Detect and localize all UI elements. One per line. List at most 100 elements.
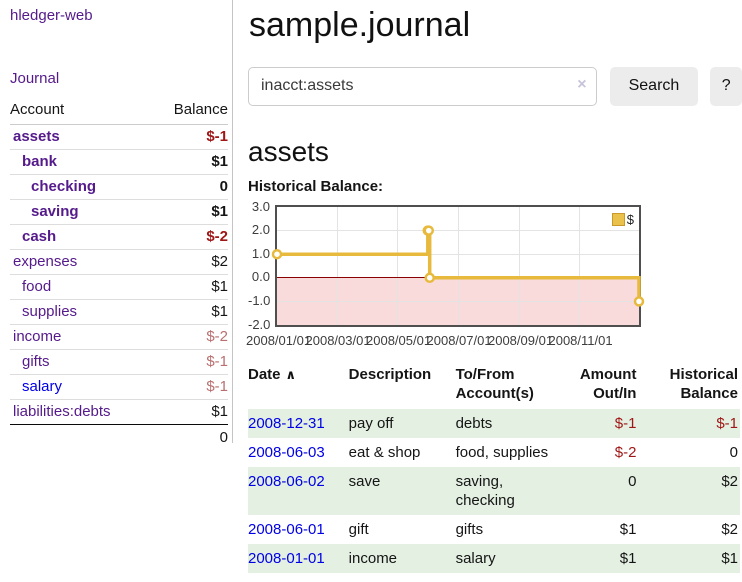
y-axis-tick-label: -1.0 xyxy=(248,293,271,309)
account-link[interactable]: bank xyxy=(22,153,58,170)
account-name-cell: cash xyxy=(10,224,152,250)
horizontal-gridline xyxy=(277,301,639,303)
search-input-wrap: × xyxy=(248,66,597,106)
account-row: gifts $-1 xyxy=(10,349,228,375)
search-input[interactable] xyxy=(248,66,597,106)
transaction-description: save xyxy=(348,466,456,515)
account-name-cell: salary xyxy=(10,374,152,400)
account-name-cell: checking xyxy=(10,174,152,200)
transaction-date-link[interactable]: 2008-06-01 xyxy=(248,520,325,538)
transaction-description: pay off xyxy=(348,408,456,438)
account-balance: $-1 xyxy=(151,349,228,375)
account-balance: $1 xyxy=(151,274,228,300)
account-name-cell: liabilities:debts xyxy=(10,399,152,425)
account-link[interactable]: income xyxy=(13,328,62,345)
account-balance: 0 xyxy=(151,174,228,200)
main-content: sample.journal × Search ? assets Histori… xyxy=(246,0,742,573)
chart-plot-area[interactable]: $ xyxy=(271,204,645,327)
data-point xyxy=(271,248,283,260)
account-name-cell: supplies xyxy=(10,299,152,325)
y-axis-tick-label: 3.0 xyxy=(251,198,270,214)
register-table: Date ∧ Description To/From Account(s) Amo… xyxy=(248,361,740,573)
search-bar: × Search ? xyxy=(248,66,742,106)
date-column-header[interactable]: Date ∧ xyxy=(248,365,297,383)
account-link[interactable]: expenses xyxy=(13,253,78,270)
account-balance: $1 xyxy=(151,199,228,225)
transaction-description: gift xyxy=(348,520,369,538)
account-link[interactable]: liabilities:debts xyxy=(13,403,111,420)
account-balance: $2 xyxy=(151,249,228,275)
accounts-column-header: To/From Account(s) xyxy=(455,365,534,402)
search-button[interactable]: Search xyxy=(609,66,699,106)
transaction-amount: $-1 xyxy=(561,408,645,438)
y-axis-tick-label: 1.0 xyxy=(251,245,270,261)
transaction-balance: $-1 xyxy=(644,408,740,438)
account-balance: $-1 xyxy=(151,374,228,400)
transaction-row: 2008-01-01 income salary $1 $1 xyxy=(248,543,740,573)
transaction-date-link[interactable]: 2008-01-01 xyxy=(248,549,325,567)
vertical-gridline xyxy=(397,206,398,325)
account-link[interactable]: supplies xyxy=(22,303,78,320)
register-header-row: Date ∧ Description To/From Account(s) Amo… xyxy=(248,361,740,409)
account-row: food $1 xyxy=(10,274,228,300)
data-point xyxy=(633,295,645,307)
transaction-date-link[interactable]: 2008-12-31 xyxy=(248,414,325,432)
vertical-gridline xyxy=(336,206,338,325)
data-point xyxy=(423,225,434,236)
account-balance: $-2 xyxy=(151,324,228,350)
account-row: bank $1 xyxy=(10,149,228,175)
description-column-header: Description xyxy=(348,365,432,383)
transaction-accounts: gifts xyxy=(455,520,484,538)
account-link[interactable]: checking xyxy=(31,178,97,195)
transaction-row: 2008-06-03 eat & shop food, supplies $-2 0 xyxy=(248,438,740,467)
transaction-balance: $2 xyxy=(721,520,738,538)
data-point xyxy=(424,272,435,283)
transaction-balance: $2 xyxy=(644,466,740,515)
sidebar: hledger-web Journal Account Balance asse… xyxy=(0,0,233,446)
account-link[interactable]: assets xyxy=(13,128,60,145)
x-axis-tick-label: 2008/07/01 xyxy=(426,332,492,348)
transaction-date-cell: 2008-06-01 xyxy=(248,515,349,544)
account-row: supplies $1 xyxy=(10,299,228,325)
x-axis-tick-label: 2008/09/01 xyxy=(487,332,554,348)
sidebar-item-journal[interactable]: Journal xyxy=(10,70,60,87)
vertical-gridline xyxy=(457,206,459,325)
account-balance: $-2 xyxy=(151,224,228,250)
page-title: sample.journal xyxy=(249,6,471,44)
clear-search-icon[interactable]: × xyxy=(577,75,587,93)
account-link[interactable]: salary xyxy=(22,378,63,395)
account-balance: $1 xyxy=(151,299,228,325)
y-axis-tick-label: -2.0 xyxy=(248,316,271,332)
transaction-description: eat & shop xyxy=(348,443,421,461)
account-balance: $1 xyxy=(151,149,228,175)
transaction-balance: 0 xyxy=(729,443,738,461)
vertical-gridline xyxy=(579,206,581,325)
account-name-cell: expenses xyxy=(10,249,152,275)
account-link[interactable]: cash xyxy=(22,228,57,245)
transaction-accounts: food, supplies xyxy=(455,443,549,461)
transaction-date-link[interactable]: 2008-06-02 xyxy=(248,472,325,490)
horizontal-gridline xyxy=(277,253,639,255)
vertical-gridline xyxy=(518,206,520,325)
chart-legend: $ xyxy=(611,212,634,227)
chart-title: Historical Balance: xyxy=(248,177,384,195)
app-title-link[interactable]: hledger-web xyxy=(10,7,93,24)
account-row: salary $-1 xyxy=(10,374,228,400)
x-axis-tick-label: 2008/05/01 xyxy=(366,332,432,348)
account-link[interactable]: food xyxy=(22,278,52,295)
account-name-cell: food xyxy=(10,274,152,300)
sort-ascending-icon: ∧ xyxy=(285,366,297,382)
transaction-amount: $1 xyxy=(619,520,637,538)
transaction-date-link[interactable]: 2008-06-03 xyxy=(248,443,325,461)
help-button[interactable]: ? xyxy=(710,66,742,106)
account-link[interactable]: saving xyxy=(31,203,79,220)
transaction-accounts: debts xyxy=(455,408,562,438)
account-name-cell: income xyxy=(10,324,152,350)
y-axis-tick-label: 2.0 xyxy=(251,222,270,238)
balance-column-header-register: Historical Balance xyxy=(669,365,738,402)
account-name-cell: gifts xyxy=(10,349,152,375)
transaction-row: 2008-06-02 save saving, checking 0 $2 xyxy=(248,466,740,515)
account-link[interactable]: gifts xyxy=(22,353,50,370)
x-axis-tick-label: 2008/11/01 xyxy=(548,332,613,348)
account-name-cell: bank xyxy=(10,149,152,175)
